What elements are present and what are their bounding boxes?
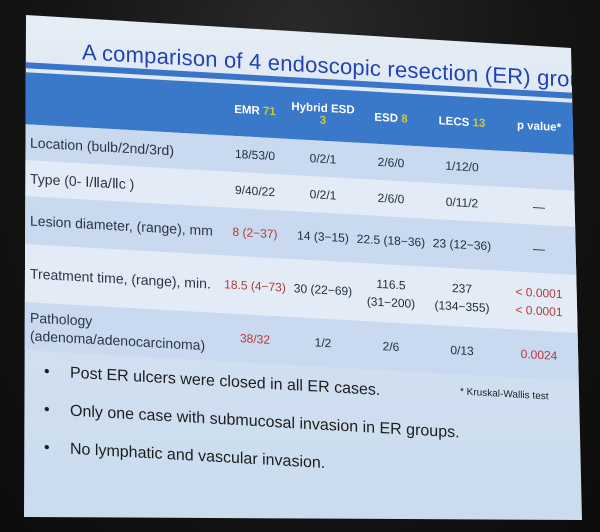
table-cell: —: [498, 222, 580, 276]
bullet-text: Post ER ulcers were closed in all ER cas…: [70, 364, 381, 400]
table-cell: 0/13: [426, 324, 498, 377]
table-cell: 14 (3−15): [290, 210, 356, 263]
comparison-table: EMR 71 Hybrid ESD 3 ESD 8 LECS 13 p valu…: [24, 72, 580, 382]
table-cell: 38/32: [220, 313, 290, 365]
row-label-pathology: Pathology (adenoma/adenocarcinoma): [24, 302, 220, 362]
table-cell: 2/6/0: [356, 178, 426, 219]
header-esd: ESD 8: [356, 90, 426, 147]
table-cell: 8 (2−37): [220, 207, 290, 259]
table-cell: 30 (22−69): [290, 258, 356, 321]
table-cell: 0/11/2: [426, 182, 498, 223]
bullet-list: • Post ER ulcers were closed in all ER ca…: [42, 361, 542, 503]
table-cell: 0/2/1: [290, 138, 356, 179]
p-value: < 0.0001: [515, 284, 563, 302]
bullet-dot-icon: •: [44, 439, 50, 457]
table-cell: 22.5 (18−36): [356, 214, 426, 267]
table-cell: 23 (12−36): [426, 218, 498, 271]
header-hybrid-esd: Hybrid ESD 3: [290, 86, 356, 143]
header-emr: EMR 71: [220, 83, 290, 139]
header-lecs: LECS 13: [426, 94, 498, 151]
p-value: < 0.0001: [515, 302, 563, 320]
table-cell: [498, 150, 580, 192]
table-cell: 237 (134−355): [426, 266, 498, 329]
table-cell: 18/53/0: [220, 135, 290, 175]
bullet-dot-icon: •: [44, 401, 50, 419]
table-cell: 2/6/0: [356, 142, 426, 183]
table-cell: 0.0024: [498, 328, 580, 382]
header-p-value: p value*: [498, 98, 580, 156]
table-cell: 1/2: [290, 316, 356, 369]
table-cell: 0/2/1: [290, 174, 356, 215]
slide-content: A comparison of 4 endoscopic resection (…: [24, 18, 582, 520]
table-cell: 116.5 (31−200): [356, 262, 426, 325]
table-cell: 2/6: [356, 320, 426, 373]
table-cell: < 0.0001 < 0.0001: [498, 270, 580, 334]
bullet-text: Only one case with submucosal invasion i…: [70, 402, 460, 442]
row-label-treatment-time: Treatment time, (range), min.: [24, 244, 220, 314]
table-cell: 18.5 (4−73): [220, 255, 290, 317]
table-cell: —: [498, 186, 580, 228]
table-cell: 1/12/0: [426, 146, 498, 187]
bullet-text: No lymphatic and vascular invasion.: [70, 440, 326, 472]
table-cell: 9/40/22: [220, 171, 290, 211]
bullet-dot-icon: •: [44, 363, 50, 381]
